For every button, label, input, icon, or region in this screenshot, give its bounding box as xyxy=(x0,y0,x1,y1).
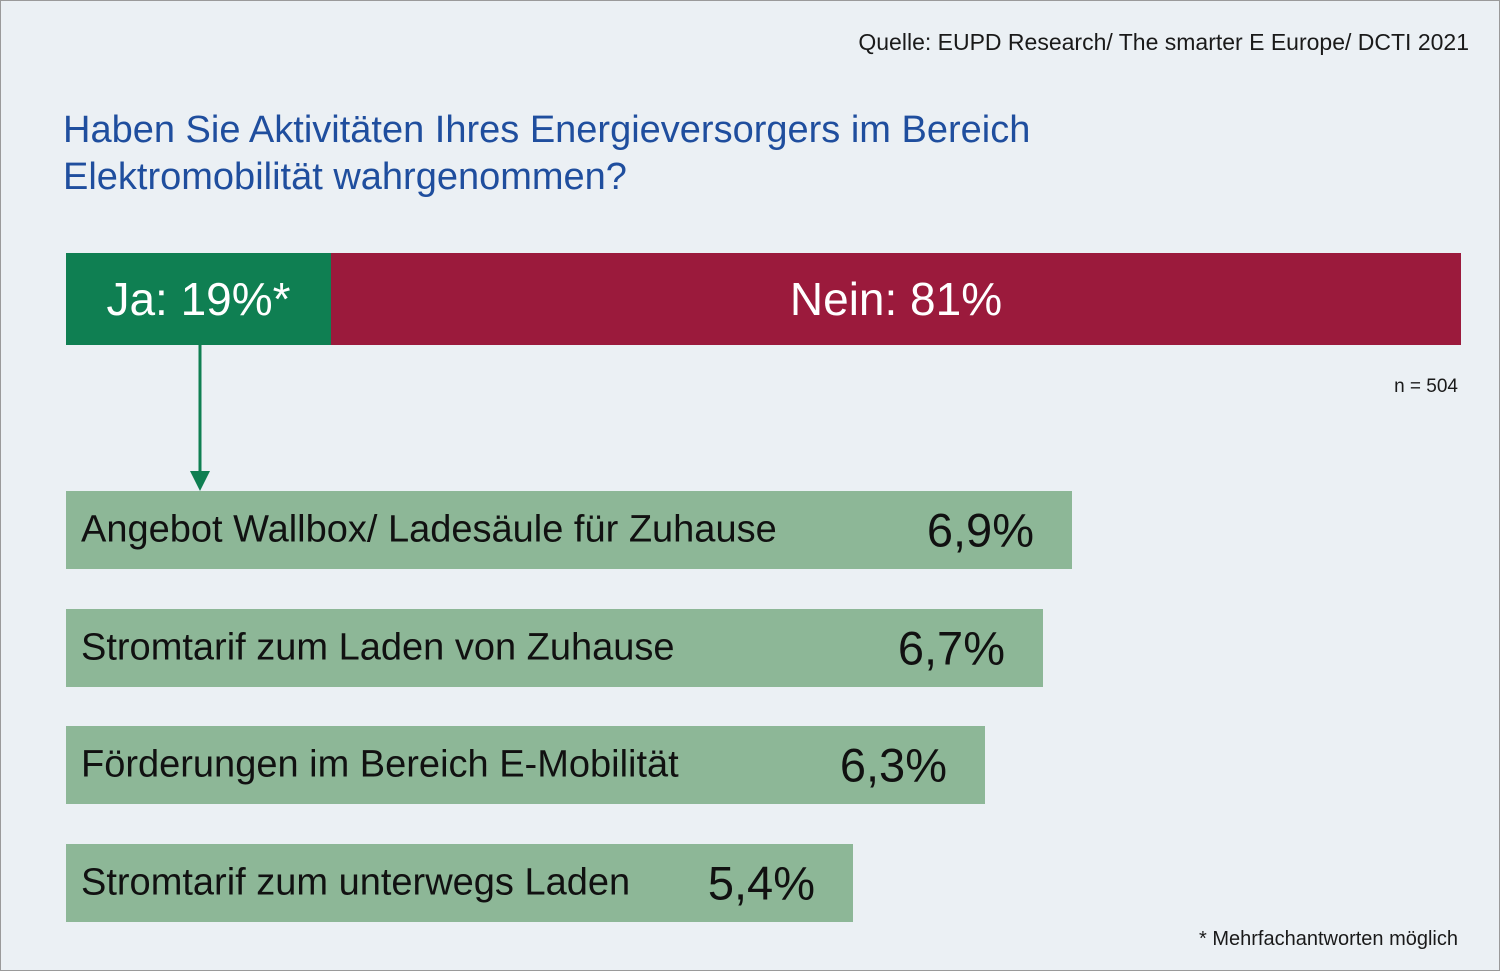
split-segment-nein: Nein: 81% xyxy=(331,253,1461,345)
source-note: Quelle: EUPD Research/ The smarter E Eur… xyxy=(858,29,1469,55)
bar-category-label: Stromtarif zum unterwegs Laden xyxy=(81,861,631,904)
bar-category-label: Förderungen im Bereich E-Mobilität xyxy=(81,743,679,786)
chart-title: Haben Sie Aktivitäten Ihres Energieverso… xyxy=(63,109,1031,198)
bar-value-label: 5,4% xyxy=(707,856,815,910)
yes-no-split-bar: Ja: 19%* Nein: 81% xyxy=(66,253,1461,345)
bar-value-label: 6,3% xyxy=(839,738,947,792)
bar-value-label: 6,7% xyxy=(897,621,1005,675)
footnote: * Mehrfachantworten möglich xyxy=(1198,928,1458,950)
bar: Stromtarif zum unterwegs Laden 5,4% xyxy=(66,844,853,922)
bar: Angebot Wallbox/ Ladesäule für Zuhause 6,… xyxy=(66,491,1072,569)
sample-size-label: n = 504 xyxy=(1394,376,1458,397)
down-arrow-icon xyxy=(190,345,210,491)
bar-category-label: Stromtarif zum Laden von Zuhause xyxy=(81,626,675,669)
bar-category-label: Angebot Wallbox/ Ladesäule für Zuhause xyxy=(81,508,777,551)
bar: Stromtarif zum Laden von Zuhause 6,7% xyxy=(66,609,1043,687)
arrow-head xyxy=(190,471,210,491)
bar-value-label: 6,9% xyxy=(926,503,1034,557)
split-segment-ja: Ja: 19%* xyxy=(66,253,332,345)
bar: Förderungen im Bereich E-Mobilität 6,3% xyxy=(66,726,985,804)
